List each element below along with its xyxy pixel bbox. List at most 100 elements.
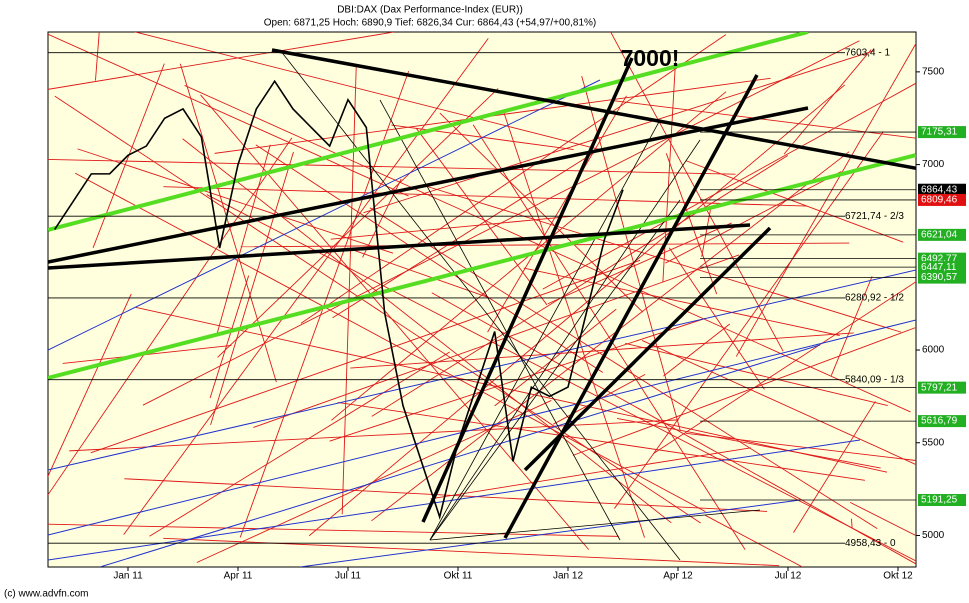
price-tag: [918, 183, 966, 196]
level-label: 6280,92 - 1/2: [845, 293, 904, 304]
trend-line: [614, 100, 916, 139]
x-tick-label: Jul 12: [775, 571, 802, 582]
trend-line: [54, 95, 701, 524]
trend-line: [206, 194, 916, 562]
trend-line: [429, 119, 661, 541]
trend-line: [547, 222, 732, 305]
trend-line: [209, 275, 250, 399]
trend-line: [830, 276, 873, 376]
chart-subtitle: Open: 6871,25 Hoch: 6890,9 Tief: 6826,34…: [264, 18, 596, 29]
trend-line: [793, 401, 876, 533]
x-tick-label: Apr 12: [663, 571, 693, 582]
trend-lines: [48, 32, 916, 567]
trend-line: [429, 509, 761, 541]
trend-line: [341, 64, 357, 515]
price-tag: [918, 381, 966, 394]
trend-line: [503, 112, 645, 538]
trend-line: [135, 306, 888, 473]
trend-line: [48, 153, 916, 380]
trend-line: [239, 71, 410, 538]
trend-line: [77, 148, 394, 254]
trend-line: [255, 144, 604, 373]
trend-line: [48, 32, 809, 232]
price-tag-label: 6447,11: [921, 262, 957, 273]
trend-line: [179, 63, 277, 383]
trend-line: [472, 124, 746, 550]
trend-line: [48, 293, 132, 478]
trend-line: [48, 32, 394, 90]
trend-line: [735, 42, 916, 357]
footer: (c) www.advfn.com: [4, 589, 88, 600]
trend-line: [48, 79, 601, 351]
price-tag-label: 7175,31: [921, 127, 958, 138]
trend-line: [48, 137, 293, 496]
trend-line: [429, 199, 681, 541]
trend-line: [48, 106, 809, 264]
price-tag-label: 6492,77: [921, 253, 958, 264]
trend-line: [330, 215, 572, 240]
trend-line: [240, 242, 850, 248]
trend-line: [271, 48, 916, 171]
y-tick-label: 7000: [922, 159, 945, 170]
trend-line: [439, 112, 644, 313]
trend-line: [783, 49, 872, 155]
trend-line: [371, 155, 788, 417]
x-tick-label: Apr 11: [224, 571, 253, 582]
x-tick-label: Jan 11: [113, 571, 143, 582]
trend-line: [347, 247, 488, 298]
trend-line: [685, 432, 916, 461]
price-layer: [48, 52, 916, 544]
level-label: 7603,4 - 1: [845, 47, 890, 58]
price-tag: [918, 415, 966, 428]
price-tag: [918, 126, 966, 139]
trend-line: [69, 419, 679, 452]
price-tag: [918, 271, 966, 284]
trend-line: [133, 32, 600, 151]
trend-line: [332, 150, 598, 319]
price-tag: [918, 494, 966, 507]
price-tag: [918, 193, 966, 206]
trend-line: [625, 342, 888, 406]
price-tag: [918, 228, 966, 241]
trend-line: [363, 50, 875, 214]
trend-line: [200, 94, 590, 550]
y-tick-label: 5000: [922, 530, 945, 541]
plot-area: [47, 31, 917, 568]
trend-line: [379, 99, 621, 541]
price-tag: [918, 261, 966, 274]
trend-line: [668, 247, 765, 390]
price-tag-label: 5191,25: [921, 495, 958, 506]
x-tick-label: Okt 11: [444, 571, 473, 582]
trend-line: [523, 267, 840, 336]
trend-line: [369, 207, 878, 530]
trend-line: [48, 319, 916, 536]
y-tick-label: 6000: [922, 345, 945, 356]
trend-line: [350, 332, 854, 369]
trend-line: [48, 439, 861, 561]
price-tag-label: 6621,04: [921, 230, 958, 241]
level-label: 4958,43 - 0: [845, 538, 896, 549]
x-tick-label: Okt 12: [883, 571, 913, 582]
trend-line: [337, 401, 865, 481]
trend-line: [614, 131, 884, 509]
price-tag-label: 6864,43: [921, 184, 958, 195]
trend-line: [542, 82, 916, 290]
y-tick-label: 5500: [922, 437, 945, 448]
trend-line: [182, 138, 672, 524]
trend-line: [149, 351, 450, 537]
trend-line: [487, 95, 627, 333]
trend-line: [215, 144, 271, 337]
level-label: 5840,09 - 1/3: [845, 374, 904, 385]
trend-line: [422, 184, 902, 333]
price-tag-label: 5616,79: [921, 416, 958, 427]
trend-line: [48, 33, 409, 197]
price-line: [53, 79, 624, 520]
trend-line: [663, 323, 731, 377]
trend-line: [90, 259, 641, 454]
trend-line: [705, 514, 804, 567]
price-tag-label: 6809,46: [921, 195, 958, 206]
trend-line: [48, 223, 751, 270]
trend-line: [849, 501, 916, 537]
trend-line: [48, 523, 619, 537]
